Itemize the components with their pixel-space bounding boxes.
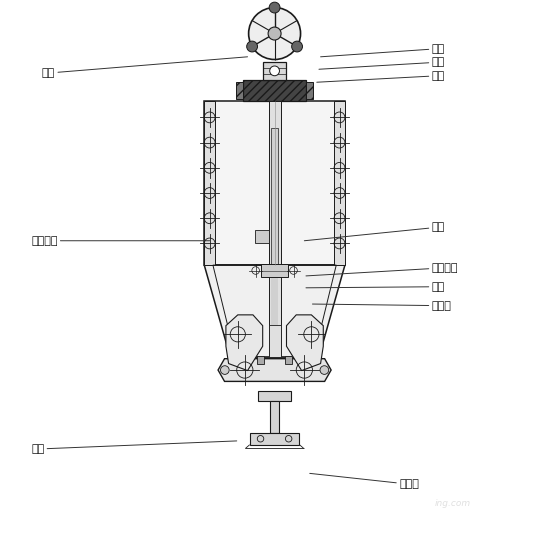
Text: ing.com: ing.com bbox=[435, 499, 471, 507]
Text: 螺栓: 螺栓 bbox=[319, 57, 445, 69]
Bar bbox=[244, 80, 306, 101]
Bar bbox=[306, 82, 313, 98]
Bar bbox=[272, 265, 278, 346]
Bar bbox=[261, 264, 288, 277]
Bar bbox=[263, 62, 286, 80]
Text: 连接板: 连接板 bbox=[310, 473, 419, 489]
Bar bbox=[286, 356, 292, 364]
Bar bbox=[272, 128, 278, 265]
Bar bbox=[269, 325, 281, 357]
Circle shape bbox=[247, 41, 258, 52]
Bar bbox=[257, 356, 264, 364]
Circle shape bbox=[249, 8, 301, 60]
Circle shape bbox=[268, 27, 281, 40]
Polygon shape bbox=[287, 315, 323, 371]
Text: 手轮: 手轮 bbox=[42, 57, 248, 78]
Text: 行程开关: 行程开关 bbox=[31, 236, 209, 246]
Bar bbox=[204, 101, 215, 265]
Bar bbox=[236, 82, 244, 98]
Circle shape bbox=[292, 41, 302, 52]
Bar bbox=[269, 101, 281, 265]
Text: 连杆: 连杆 bbox=[306, 282, 445, 292]
Text: 呤圈: 呤圈 bbox=[317, 71, 445, 82]
Bar bbox=[270, 401, 279, 433]
Ellipse shape bbox=[270, 66, 279, 76]
Bar bbox=[250, 433, 300, 445]
Circle shape bbox=[221, 366, 229, 374]
Text: 螺母: 螺母 bbox=[320, 44, 445, 57]
Bar bbox=[255, 230, 269, 243]
Text: 轨道: 轨道 bbox=[31, 441, 237, 454]
Text: 特殊螺母: 特殊螺母 bbox=[306, 263, 458, 276]
Polygon shape bbox=[218, 359, 331, 381]
Circle shape bbox=[320, 366, 329, 374]
Polygon shape bbox=[226, 315, 263, 371]
Bar bbox=[258, 391, 291, 401]
Bar bbox=[269, 265, 281, 357]
Polygon shape bbox=[204, 265, 345, 357]
Bar bbox=[204, 101, 345, 265]
Text: 螺杆: 螺杆 bbox=[304, 222, 445, 241]
Circle shape bbox=[269, 2, 280, 13]
Bar bbox=[334, 101, 345, 265]
Text: 夹钓管: 夹钓管 bbox=[312, 301, 451, 311]
